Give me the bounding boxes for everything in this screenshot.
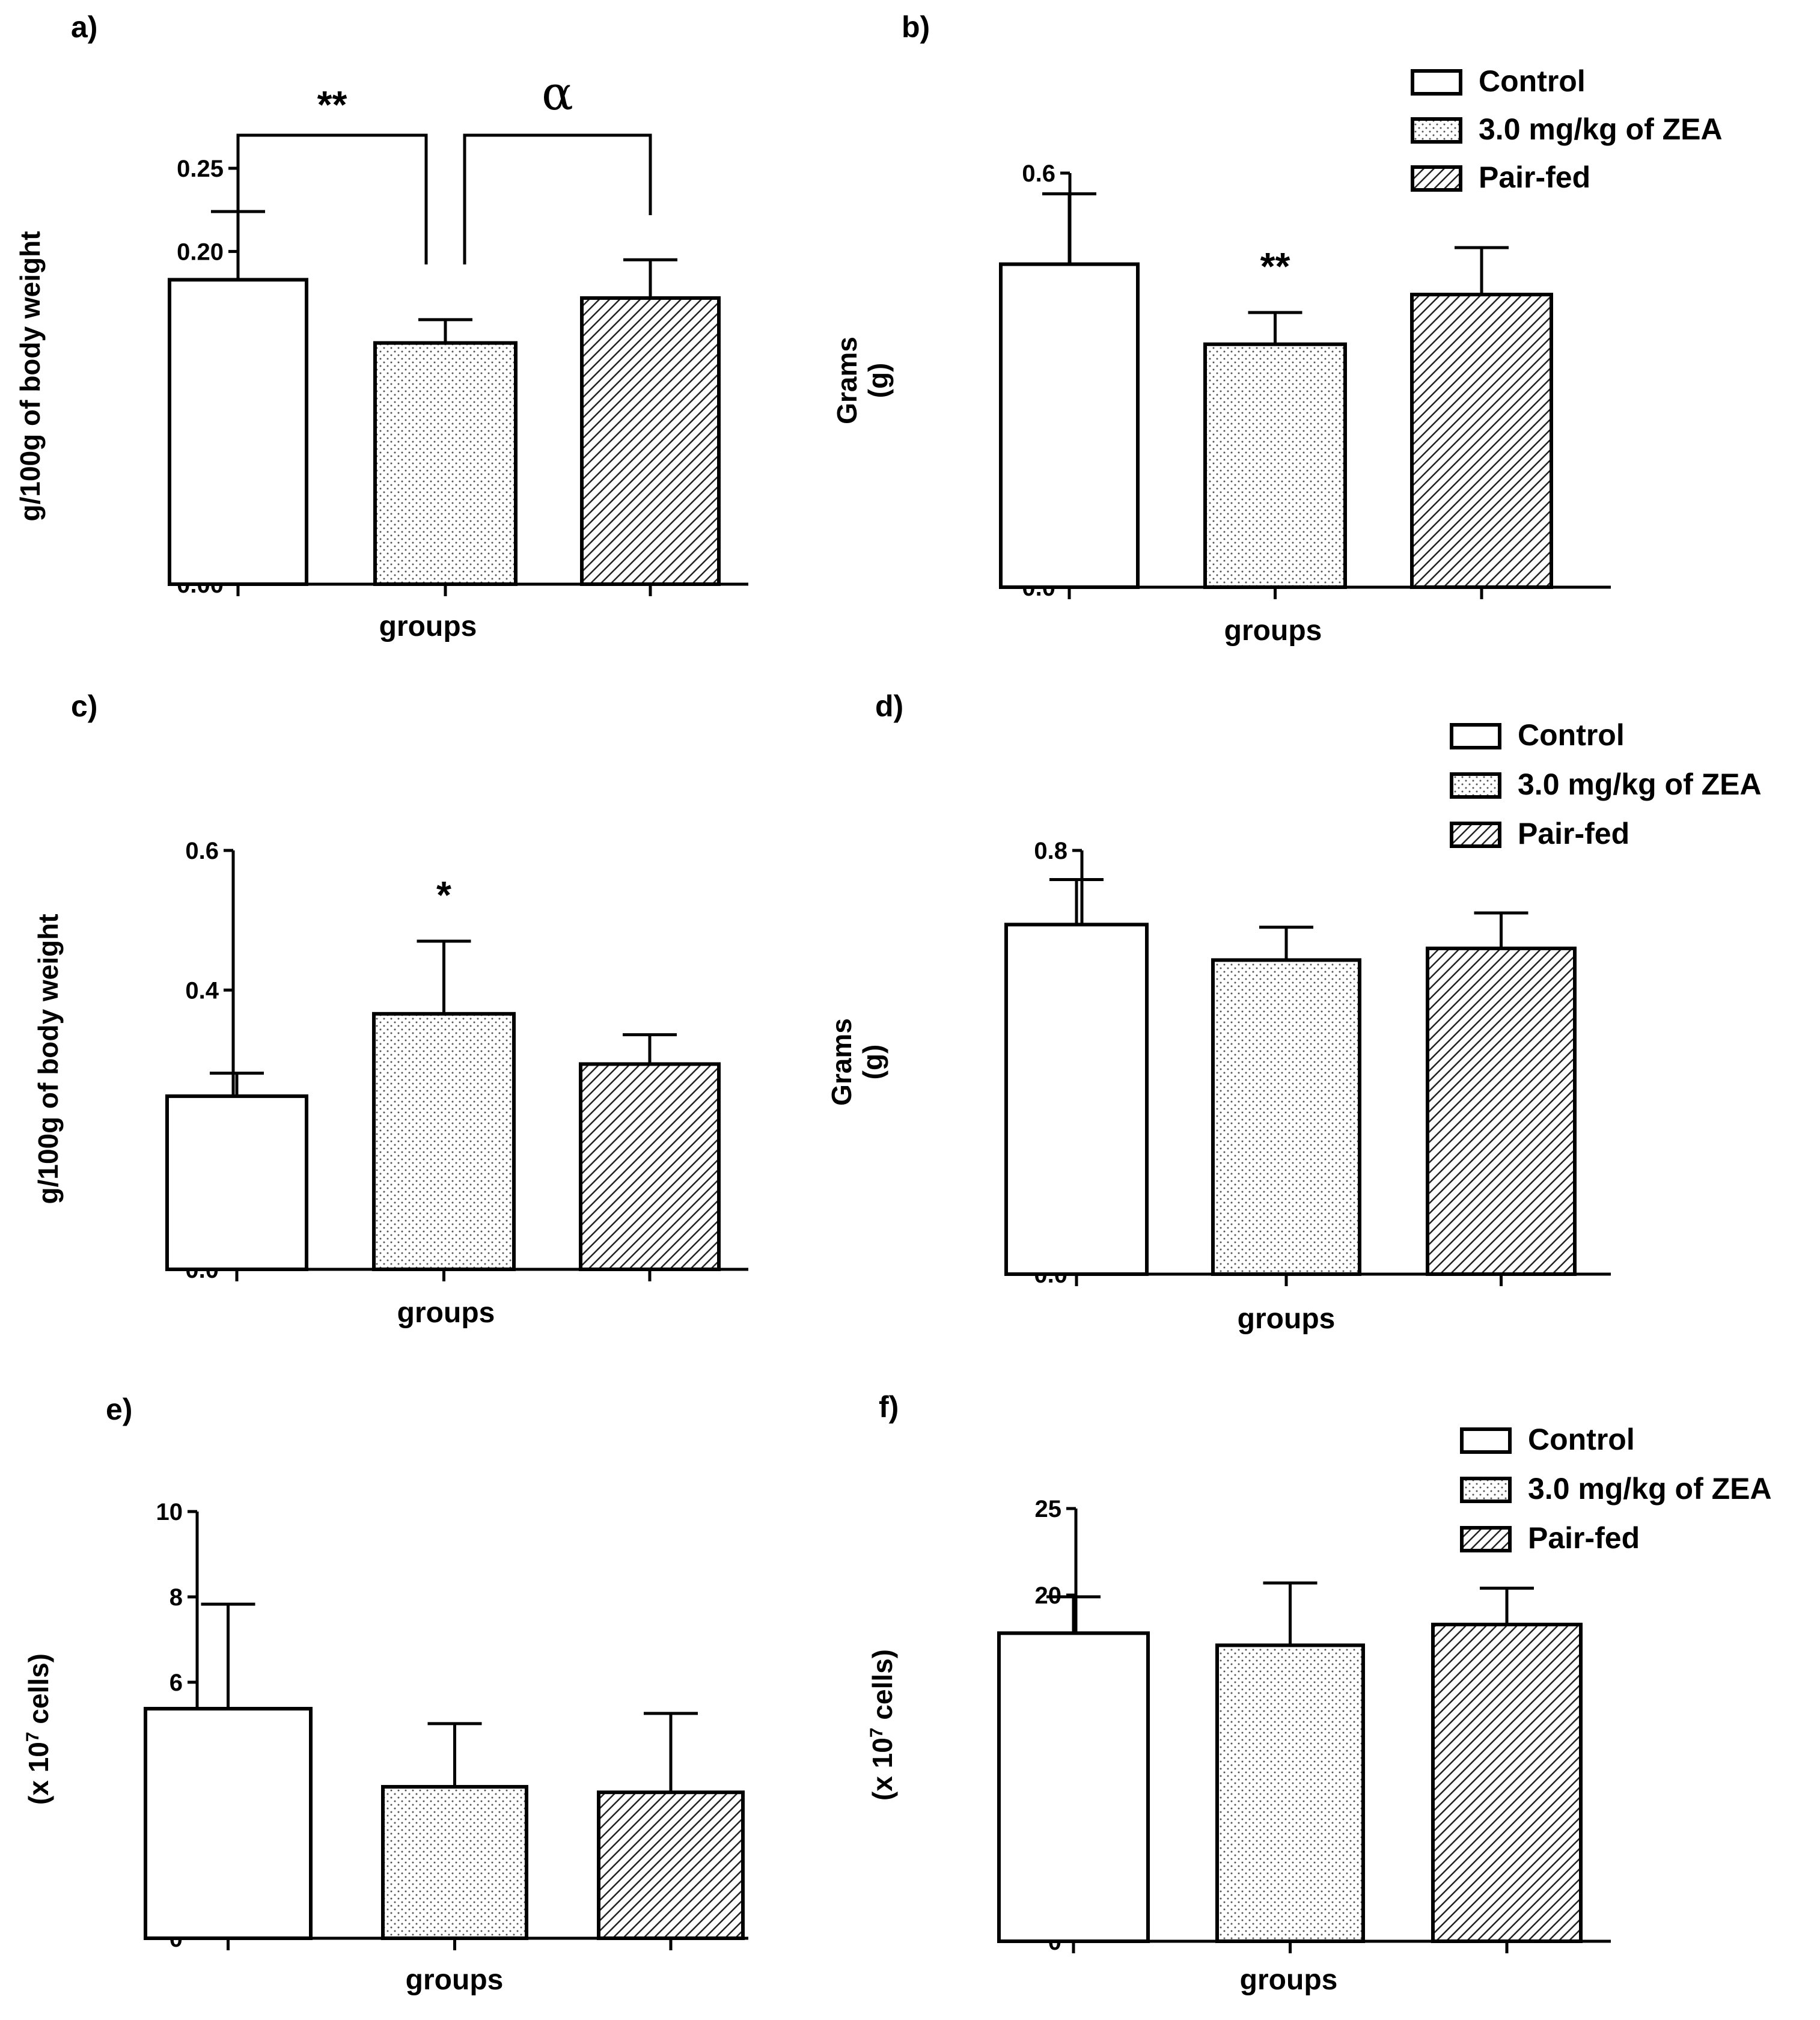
x-axis-title: groups [1238, 1303, 1336, 1335]
legend: Control 3.0 mg/kg of ZEA Pair-fed [1450, 718, 1762, 850]
significance-label: ** [317, 83, 347, 126]
y-tick-label: 0.8 [1034, 838, 1067, 864]
significance-bracket [463, 133, 652, 264]
y-axis-title-text: g/100g of body weight [14, 231, 46, 521]
bar [1431, 1622, 1583, 1943]
bar [373, 341, 518, 586]
legend-label: 3.0 mg/kg of ZEA [1518, 767, 1762, 801]
significance-label: α [542, 67, 573, 121]
x-axis-title: groups [406, 1964, 504, 1996]
bar [165, 1094, 308, 1271]
bar [1410, 293, 1553, 589]
legend: Control 3.0 mg/kg of ZEA Pair-fed [1411, 64, 1723, 194]
legend-swatch [1411, 69, 1462, 96]
y-tick-label: 0.25 [177, 156, 224, 182]
bar [579, 1062, 721, 1271]
x-axis-title: groups [1240, 1964, 1338, 1996]
significance-label: * [436, 873, 451, 917]
y-tick-label: 6 [169, 1670, 183, 1696]
legend-swatch [1450, 723, 1501, 749]
y-axis-title-line: Grams [826, 1018, 857, 1106]
bar [1004, 923, 1149, 1276]
y-axis-title: Grams (g) [831, 337, 894, 424]
legend-label: 3.0 mg/kg of ZEA [1479, 112, 1723, 146]
bar [999, 262, 1140, 589]
panel-label: f) [879, 1390, 899, 1424]
significance-label: ** [1260, 245, 1290, 288]
y-tick-label: 0.6 [1022, 160, 1055, 187]
y-axis-title-line: Grams [831, 337, 863, 424]
y-tick-label: 10 [156, 1499, 183, 1525]
bar [1426, 947, 1577, 1276]
y-axis-title-text: (x 107 cells) [867, 1649, 899, 1801]
bar [372, 1012, 516, 1271]
bar [1215, 1643, 1365, 1944]
legend-label: Pair-fed [1518, 817, 1629, 850]
chart-panel-e: e)0246810(x 107 cells)groups [23, 1393, 748, 1996]
y-axis-title-text: (x 107 cells) [23, 1653, 55, 1805]
legend-label: Control [1518, 718, 1625, 752]
legend-label: Control [1528, 1423, 1635, 1456]
chart-panel-f: f)0510152025(x 107 cells)groupsControl3.… [867, 1390, 1772, 1996]
x-axis-title: groups [397, 1297, 495, 1329]
panel-label: b) [902, 10, 930, 44]
y-tick-label: 25 [1035, 1496, 1062, 1522]
panel-label: d) [875, 689, 903, 723]
bar [1211, 958, 1361, 1276]
panel-label: c) [71, 689, 97, 723]
chart-panel-c: c)0.00.20.40.6g/100g of body weightgroup… [32, 689, 748, 1329]
y-axis-title: g/100g of body weight [14, 231, 46, 521]
legend-swatch [1460, 1477, 1512, 1503]
y-tick-label: 0.4 [185, 977, 219, 1004]
y-axis-title: Grams (g) [826, 1018, 888, 1106]
chart-panel-a: a)0.000.050.100.150.200.25g/100g of body… [14, 10, 748, 642]
y-axis-title: (x 107 cells) [23, 1653, 55, 1805]
x-axis-title: groups [1224, 615, 1322, 647]
bar [168, 278, 308, 586]
chart-panel-d: d)0.00.20.40.60.8Grams(g)groupsControl3.… [826, 689, 1762, 1335]
legend-label: 3.0 mg/kg of ZEA [1528, 1472, 1772, 1506]
y-tick-label: 0.20 [177, 239, 224, 265]
chart-panel-b: b)0.00.20.40.6Grams(g)groups**Control3.0… [831, 10, 1723, 647]
significance-bracket [236, 133, 428, 264]
y-tick-label: 8 [169, 1584, 183, 1611]
y-tick-label: 0.6 [185, 838, 219, 864]
y-axis-title-line: (g) [863, 363, 894, 398]
legend-swatch [1411, 165, 1462, 192]
legend: Control 3.0 mg/kg of ZEA Pair-fed [1460, 1423, 1772, 1555]
bar [144, 1707, 313, 1941]
y-axis-title: (x 107 cells) [867, 1649, 899, 1801]
panel-label: e) [106, 1393, 132, 1426]
y-axis-title-line: (g) [857, 1045, 888, 1080]
legend-swatch [1450, 772, 1501, 799]
bar [997, 1631, 1150, 1944]
x-axis-title: groups [379, 611, 477, 642]
legend-label: Pair-fed [1528, 1521, 1640, 1555]
y-axis-title-text: g/100g of body weight [32, 914, 64, 1204]
bar [1203, 342, 1347, 590]
bar [597, 1790, 745, 1940]
legend-swatch [1411, 117, 1462, 144]
panel-label: a) [71, 10, 97, 44]
bar [580, 296, 721, 586]
legend-label: Control [1479, 64, 1586, 98]
legend-swatch [1450, 822, 1501, 848]
legend-swatch [1460, 1427, 1512, 1454]
legend-label: Pair-fed [1479, 160, 1590, 194]
y-axis-title: g/100g of body weight [32, 914, 64, 1204]
legend-swatch [1460, 1526, 1512, 1552]
bar [381, 1784, 528, 1940]
